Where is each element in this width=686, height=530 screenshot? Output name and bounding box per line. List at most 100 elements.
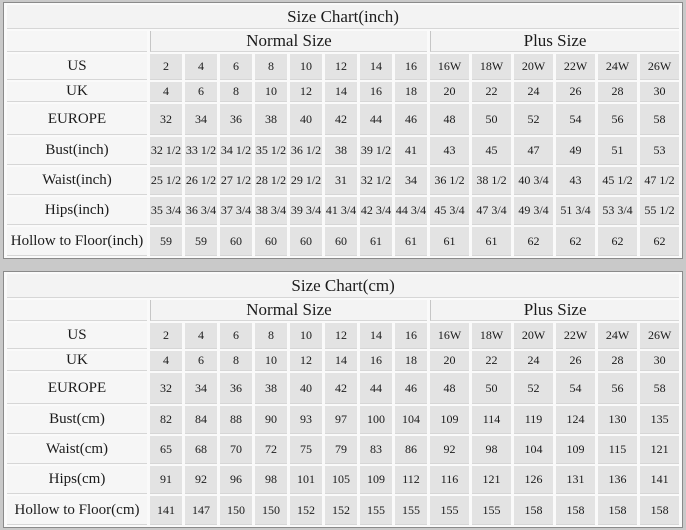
size-value: 50 xyxy=(472,104,511,135)
size-value: 68 xyxy=(185,436,217,464)
size-value: 42 3/4 xyxy=(360,197,392,225)
size-value: 4 xyxy=(185,323,217,349)
size-value: 22W xyxy=(556,54,595,80)
size-value: 62 xyxy=(640,227,680,256)
size-value: 20 xyxy=(430,82,469,102)
size-value: 58 xyxy=(640,104,680,135)
row-label: Hollow to Floor(cm) xyxy=(7,496,147,525)
size-value: 48 xyxy=(430,373,469,404)
size-value: 31 xyxy=(325,167,357,195)
size-value: 47 3/4 xyxy=(472,197,511,225)
size-value: 6 xyxy=(220,54,252,80)
row-label: Hips(cm) xyxy=(7,466,147,494)
size-value: 2 xyxy=(150,54,182,80)
table-row: EUROPE 32 34 36 38 40 42 44 46 48 50 52 54 56 58 xyxy=(7,104,680,135)
size-value: 60 xyxy=(325,227,357,256)
table-row: EUROPE 32 34 36 38 40 42 44 46 48 50 52 54 56 58 xyxy=(7,373,680,404)
size-value: 16 xyxy=(395,323,427,349)
size-value: 104 xyxy=(395,406,427,434)
size-value: 14 xyxy=(360,54,392,80)
size-value: 62 xyxy=(514,227,553,256)
size-value: 53 xyxy=(640,137,680,165)
size-value: 45 xyxy=(472,137,511,165)
size-value: 92 xyxy=(185,466,217,494)
row-label: Bust(inch) xyxy=(7,137,147,165)
size-value: 38 xyxy=(255,373,287,404)
size-value: 22W xyxy=(556,323,595,349)
size-value: 97 xyxy=(325,406,357,434)
table-row: Hollow to Floor(inch) 59 59 60 60 60 60 61 61 61 6… xyxy=(7,227,680,256)
size-value: 91 xyxy=(150,466,182,494)
size-value: 158 xyxy=(514,496,553,525)
row-label: US xyxy=(7,323,147,349)
size-value: 29 1/2 xyxy=(290,167,322,195)
size-value: 45 1/2 xyxy=(598,167,637,195)
size-value: 93 xyxy=(290,406,322,434)
size-value: 61 xyxy=(472,227,511,256)
size-value: 18W xyxy=(472,54,511,80)
size-value: 20W xyxy=(514,323,553,349)
size-chart-table-inch: Size Chart(inch) Normal Size Plus Size US 2 4… xyxy=(3,2,684,259)
size-value: 22 xyxy=(472,351,511,371)
size-value: 109 xyxy=(556,436,595,464)
size-value: 100 xyxy=(360,406,392,434)
size-value: 124 xyxy=(556,406,595,434)
size-value: 18W xyxy=(472,323,511,349)
size-value: 45 3/4 xyxy=(430,197,469,225)
size-value: 116 xyxy=(430,466,469,494)
size-value: 44 xyxy=(360,373,392,404)
corner-cell xyxy=(7,300,147,321)
row-label: UK xyxy=(7,351,147,371)
size-value: 131 xyxy=(556,466,595,494)
size-group-header: Normal Size xyxy=(150,31,427,52)
size-value: 32 xyxy=(150,104,182,135)
size-value: 147 xyxy=(185,496,217,525)
size-value: 52 xyxy=(514,373,553,404)
size-value: 150 xyxy=(255,496,287,525)
table-title: Size Chart(inch) xyxy=(7,5,680,29)
row-label: EUROPE xyxy=(7,373,147,404)
size-value: 16 xyxy=(360,82,392,102)
size-value: 62 xyxy=(598,227,637,256)
size-value: 46 xyxy=(395,104,427,135)
size-value: 130 xyxy=(598,406,637,434)
table-row: Bust(cm) 82 84 88 90 93 97 100 104 109 114 119 124 13… xyxy=(7,406,680,434)
size-value: 4 xyxy=(185,54,217,80)
size-value: 36 1/2 xyxy=(290,137,322,165)
size-value: 10 xyxy=(255,82,287,102)
size-value: 8 xyxy=(220,82,252,102)
size-value: 119 xyxy=(514,406,553,434)
size-value: 55 1/2 xyxy=(640,197,680,225)
size-value: 60 xyxy=(220,227,252,256)
table-row: Hips(inch) 35 3/4 36 3/4 37 3/4 38 3/4 39 3/4… xyxy=(7,197,680,225)
size-value: 158 xyxy=(556,496,595,525)
size-value: 34 1/2 xyxy=(220,137,252,165)
size-value: 59 xyxy=(185,227,217,256)
size-value: 6 xyxy=(220,323,252,349)
size-value: 8 xyxy=(255,323,287,349)
row-label: Hips(inch) xyxy=(7,197,147,225)
size-value: 65 xyxy=(150,436,182,464)
size-value: 20W xyxy=(514,54,553,80)
size-value: 36 xyxy=(220,104,252,135)
size-group-header: Normal Size xyxy=(150,300,427,321)
size-value: 98 xyxy=(472,436,511,464)
size-value: 109 xyxy=(360,466,392,494)
size-value: 2 xyxy=(150,323,182,349)
size-value: 28 xyxy=(598,351,637,371)
size-value: 70 xyxy=(220,436,252,464)
size-value: 8 xyxy=(220,351,252,371)
size-value: 86 xyxy=(395,436,427,464)
size-value: 121 xyxy=(472,466,511,494)
size-value: 10 xyxy=(290,54,322,80)
size-value: 24 xyxy=(514,351,553,371)
size-value: 37 3/4 xyxy=(220,197,252,225)
size-value: 24W xyxy=(598,323,637,349)
size-value: 40 3/4 xyxy=(514,167,553,195)
size-value: 47 xyxy=(514,137,553,165)
size-value: 26 xyxy=(556,351,595,371)
table-row: Bust(inch) 32 1/2 33 1/2 34 1/2 35 1/2 36 1/2… xyxy=(7,137,680,165)
size-value: 60 xyxy=(255,227,287,256)
table-row: UK 4 6 8 10 12 14 16 18 20 22 24 26 28 30 xyxy=(7,351,680,371)
table-row: Waist(inch) 25 1/2 26 1/2 27 1/2 28 1/2 29 1/… xyxy=(7,167,680,195)
